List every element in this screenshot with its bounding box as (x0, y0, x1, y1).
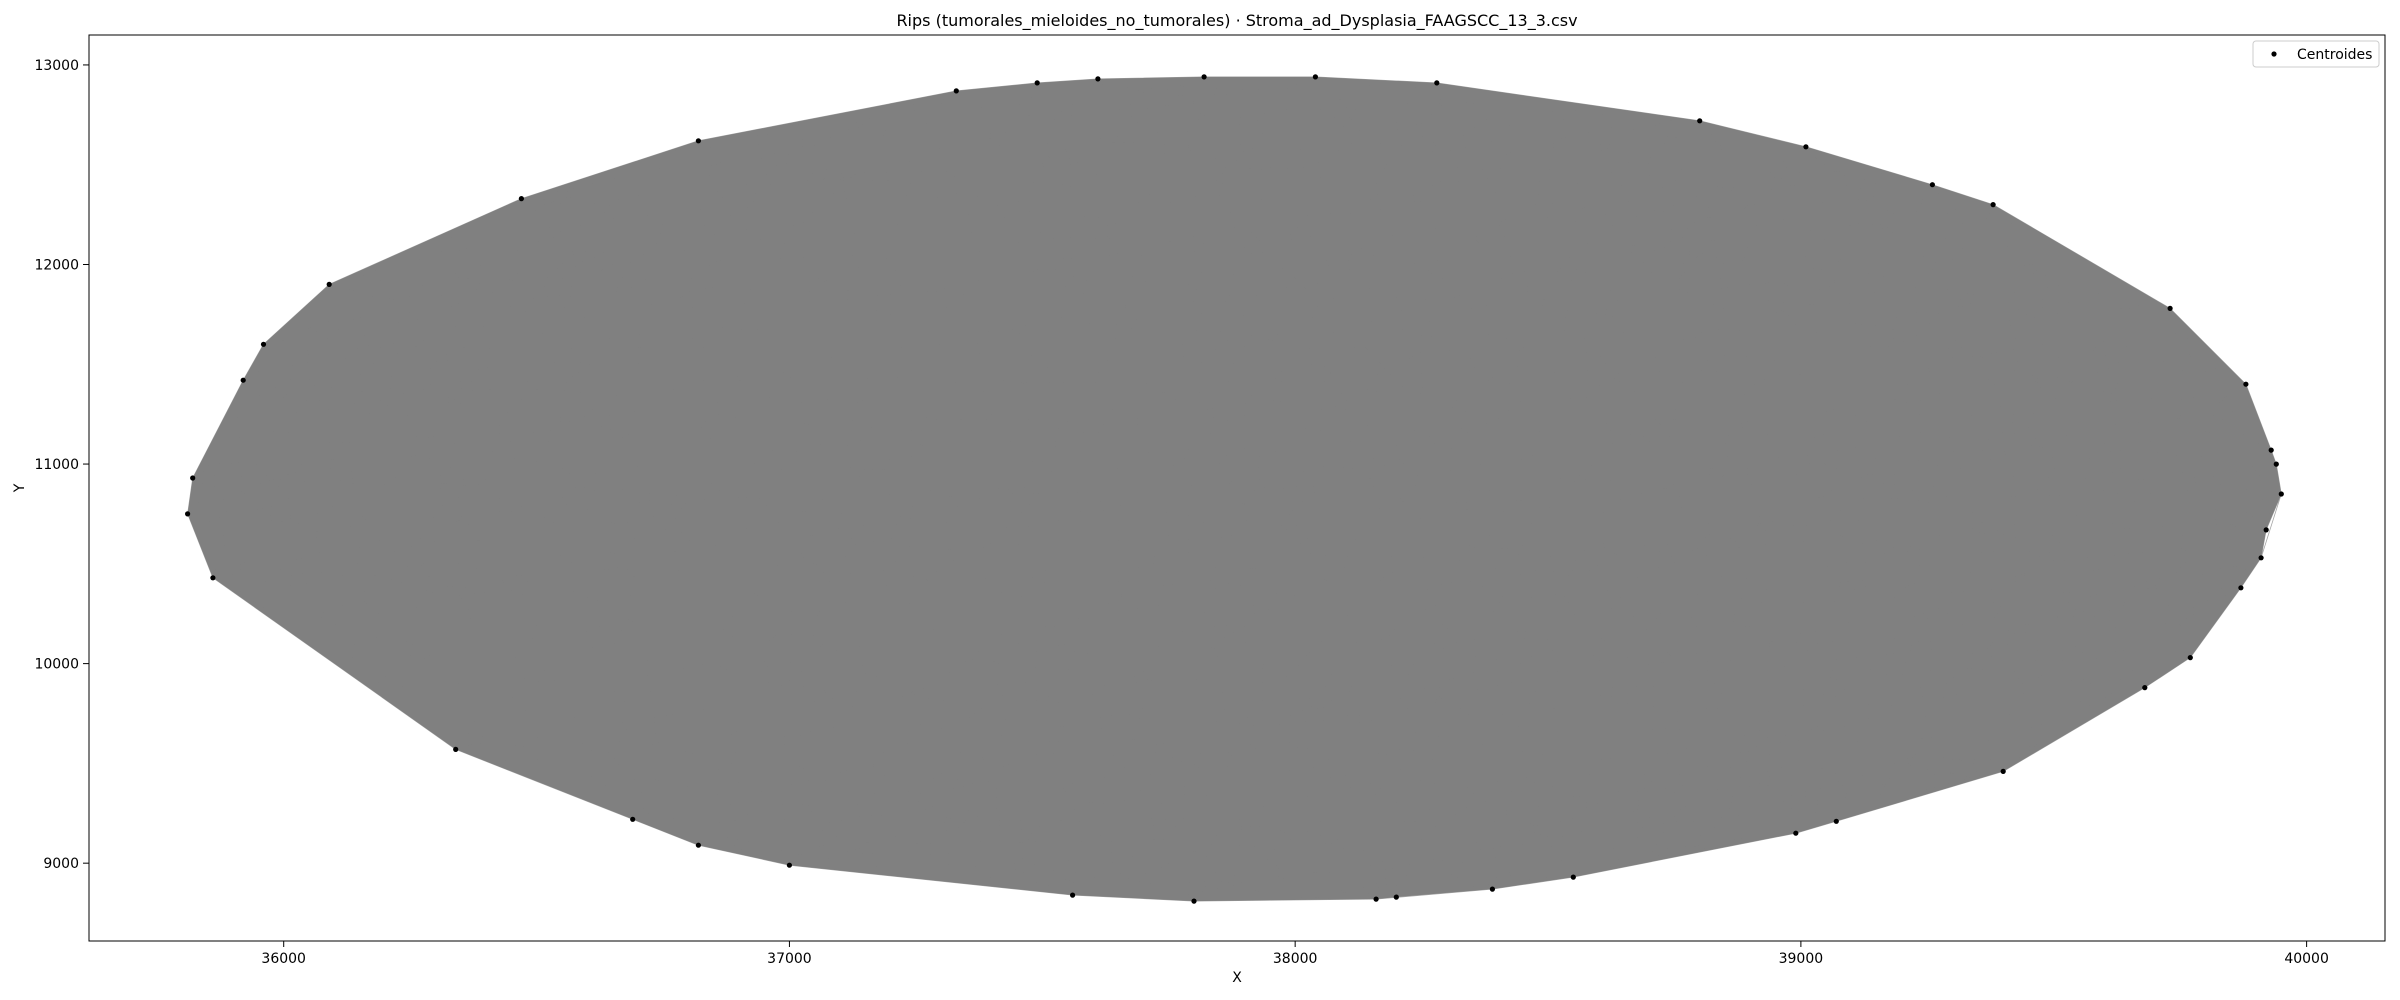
centroid-point (2278, 491, 2284, 497)
centroid-point (1095, 76, 1101, 82)
centroid-point (1434, 80, 1440, 86)
chart-title: Rips (tumorales_mieloides_no_tumorales) … (896, 11, 1577, 31)
rips-edges (187, 76, 2282, 902)
centroid-point (2167, 305, 2173, 311)
centroid-point (1697, 118, 1703, 124)
y-tick-label: 11000 (34, 457, 79, 473)
centroid-point (1833, 818, 1839, 824)
centroid-point (786, 862, 793, 868)
y-tick-label: 13000 (34, 58, 79, 74)
centroid-point (1070, 892, 1076, 898)
centroid-point (1570, 874, 1576, 880)
centroid-point (2142, 685, 2148, 691)
centroid-point (630, 816, 636, 822)
centroid-points (185, 74, 2284, 904)
centroid-point (695, 138, 702, 144)
centroid-point (210, 575, 216, 581)
y-axis: 9000 10000 11000 12000 13000 (34, 58, 89, 872)
legend-box (2252, 40, 2380, 68)
centroid-point (695, 842, 702, 848)
centroid-point (1929, 182, 1935, 188)
centroid-point (1793, 830, 1799, 836)
centroid-point (1990, 202, 1996, 208)
centroid-point (2187, 655, 2193, 661)
centroid-point (1312, 74, 1318, 80)
x-axis: 36000 37000 38000 39000 40000 (261, 941, 2329, 967)
centroid-point (190, 475, 196, 481)
x-tick-label: 39000 (1779, 951, 1824, 967)
centroid-point (260, 341, 267, 347)
centroid-point (2273, 461, 2279, 467)
x-axis-label: X (1232, 970, 1242, 986)
centroid-point (1191, 898, 1197, 904)
y-axis-label: Y (12, 483, 28, 493)
y-tick-label: 12000 (34, 257, 79, 273)
centroid-point (2258, 555, 2264, 561)
legend: Centroides (2252, 40, 2380, 68)
centroid-point (1393, 894, 1399, 900)
centroid-point (453, 746, 459, 753)
centroid-point (1201, 74, 1207, 80)
y-tick-label: 10000 (34, 657, 79, 673)
centroid-point (1803, 144, 1809, 150)
centroid-point (240, 377, 246, 383)
centroid-point (2000, 768, 2006, 775)
plot-frame (88, 34, 2386, 942)
centroid-point (953, 88, 959, 94)
centroid-point (1489, 886, 1495, 892)
centroid-point (185, 511, 191, 517)
rips-edge-lines (187, 76, 2282, 902)
x-tick-label: 40000 (2284, 951, 2329, 967)
x-tick-label: 37000 (767, 951, 812, 967)
centroid-point (2243, 381, 2249, 387)
legend-label-centroides: Centroides (2297, 47, 2372, 63)
centroid-point (2263, 527, 2269, 533)
centroid-point (326, 281, 332, 287)
legend-marker (2271, 51, 2277, 57)
centroid-point (1373, 896, 1379, 902)
x-tick-label: 38000 (1273, 951, 1318, 967)
centroid-point (2268, 447, 2274, 453)
centroid-point (1034, 80, 1040, 86)
centroid-point (2238, 585, 2244, 591)
centroid-point (518, 196, 525, 202)
y-tick-label: 9000 (43, 856, 79, 872)
x-tick-label: 36000 (261, 951, 306, 967)
